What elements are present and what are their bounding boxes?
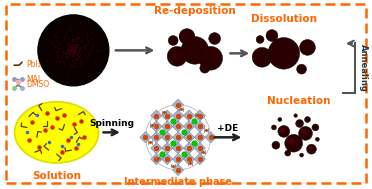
Circle shape [199, 46, 222, 70]
Circle shape [305, 117, 311, 122]
Polygon shape [151, 121, 162, 132]
Text: Intermediate phase: Intermediate phase [124, 177, 232, 187]
Polygon shape [183, 110, 195, 121]
Text: MAI: MAI [26, 74, 40, 84]
Circle shape [278, 125, 290, 137]
Text: Annealing: Annealing [359, 44, 368, 92]
Circle shape [307, 144, 317, 154]
Text: Spinning: Spinning [89, 119, 134, 128]
Text: Dissolution: Dissolution [251, 14, 317, 24]
Polygon shape [173, 99, 184, 110]
Circle shape [209, 33, 221, 44]
Polygon shape [173, 110, 184, 121]
Circle shape [278, 118, 282, 122]
Circle shape [296, 119, 304, 127]
Circle shape [294, 114, 298, 117]
Polygon shape [173, 164, 184, 176]
Polygon shape [194, 110, 205, 121]
Polygon shape [151, 132, 162, 143]
Polygon shape [173, 121, 184, 132]
Circle shape [167, 46, 187, 66]
Polygon shape [173, 132, 184, 143]
Circle shape [299, 126, 312, 140]
Polygon shape [194, 132, 205, 143]
Circle shape [268, 38, 299, 69]
Polygon shape [161, 121, 173, 132]
Circle shape [272, 141, 280, 149]
Circle shape [252, 47, 272, 67]
Polygon shape [183, 143, 195, 154]
Circle shape [285, 134, 302, 152]
Polygon shape [151, 143, 162, 154]
Polygon shape [161, 143, 173, 154]
Text: PbI₂: PbI₂ [26, 60, 41, 69]
Circle shape [145, 105, 211, 170]
Polygon shape [183, 132, 195, 143]
Polygon shape [194, 121, 205, 132]
Circle shape [179, 29, 195, 44]
Polygon shape [161, 132, 173, 143]
Polygon shape [173, 153, 184, 165]
Polygon shape [161, 153, 173, 165]
Text: DMSO: DMSO [26, 81, 49, 89]
Circle shape [168, 36, 178, 45]
Polygon shape [194, 143, 205, 154]
Text: +DE: +DE [217, 124, 238, 133]
Polygon shape [161, 110, 173, 121]
Circle shape [315, 137, 319, 141]
Ellipse shape [15, 102, 99, 163]
Polygon shape [151, 153, 162, 165]
Circle shape [181, 36, 209, 64]
Circle shape [200, 63, 210, 73]
Polygon shape [183, 121, 195, 132]
Polygon shape [205, 132, 217, 143]
Circle shape [299, 153, 304, 157]
Circle shape [256, 36, 264, 43]
Circle shape [285, 150, 291, 156]
Polygon shape [140, 132, 151, 143]
Text: Nucleation: Nucleation [267, 96, 330, 106]
Circle shape [272, 125, 276, 130]
Circle shape [38, 15, 109, 86]
Text: Solution: Solution [32, 171, 81, 181]
Text: Re-deposition: Re-deposition [154, 6, 236, 16]
Circle shape [299, 40, 315, 55]
Polygon shape [173, 143, 184, 154]
Circle shape [312, 124, 319, 131]
FancyBboxPatch shape [6, 4, 366, 183]
Polygon shape [194, 153, 205, 165]
Polygon shape [183, 153, 195, 165]
Circle shape [296, 64, 307, 74]
Polygon shape [151, 110, 162, 121]
Circle shape [266, 30, 278, 42]
